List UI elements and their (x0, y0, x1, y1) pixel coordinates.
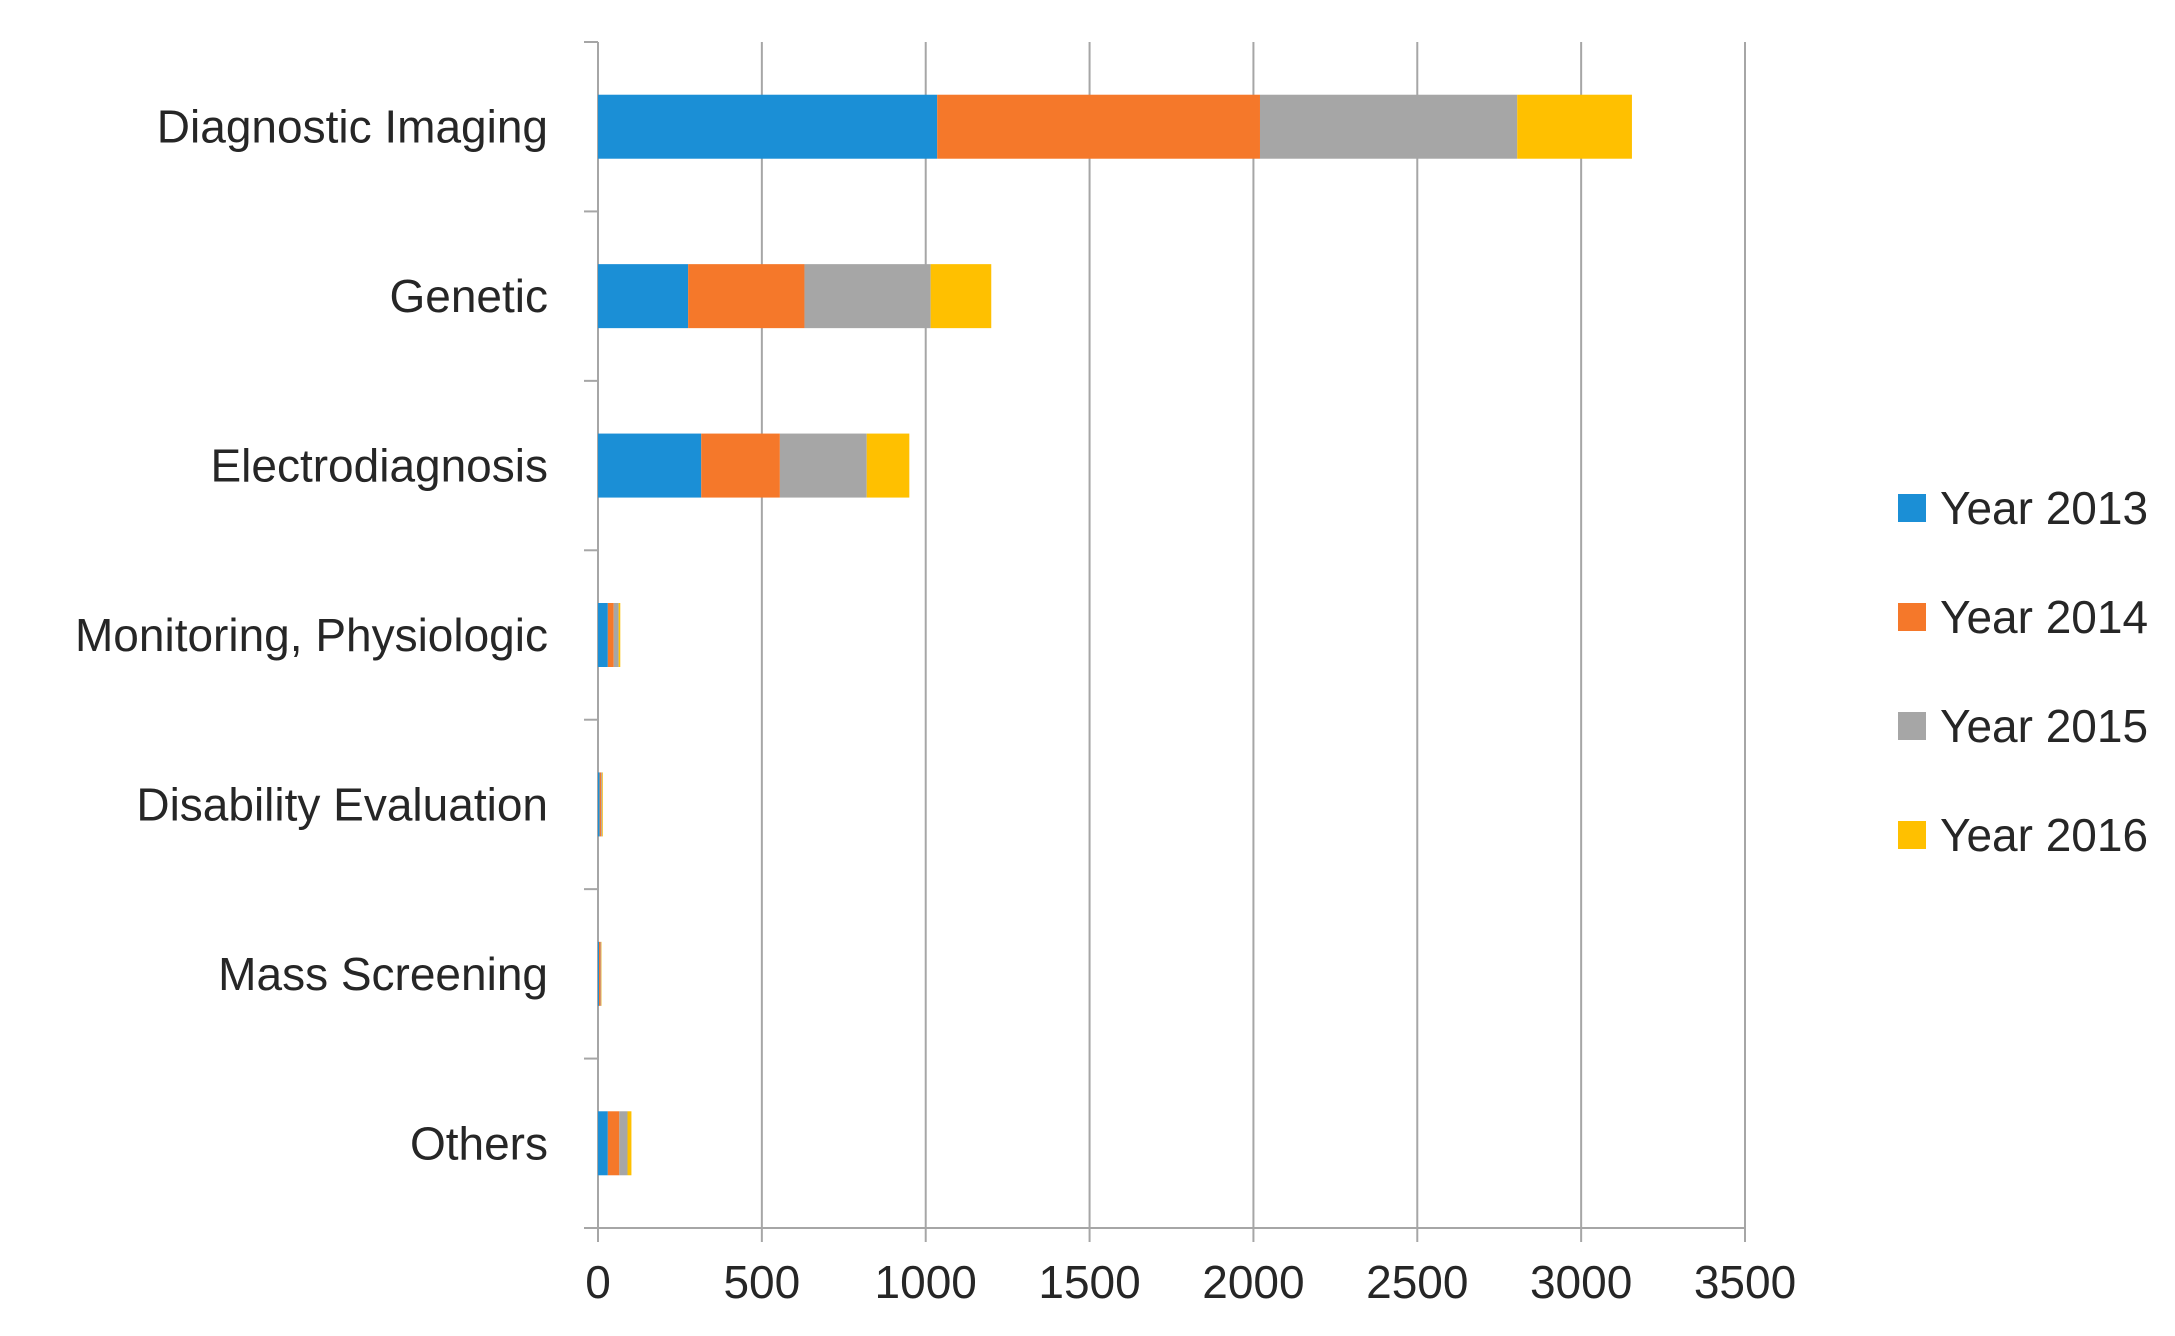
axes (584, 41, 1746, 1242)
bar-mass-screening-year-2014 (598, 941, 601, 1006)
bar-disability-evaluation-year-2016 (602, 772, 603, 837)
legend-label: Year 2013 (1940, 482, 2148, 534)
x-tick-label: 3000 (1530, 1256, 1632, 1308)
x-tick-label: 500 (723, 1256, 800, 1308)
x-tick-label: 2000 (1202, 1256, 1304, 1308)
gridlines (760, 42, 1746, 1228)
bar-electrodiagnosis-year-2013 (598, 433, 702, 498)
bar-diagnostic-imaging-year-2015 (1259, 94, 1518, 159)
legend-swatch (1898, 712, 1926, 740)
category-label: Others (410, 1117, 548, 1169)
bar-others-year-2013 (598, 1111, 608, 1176)
legend: Year 2013 Year 2014 Year 2015 Year 2016 (1898, 482, 2148, 861)
bars (598, 94, 1632, 1176)
bar-disability-evaluation-year-2015 (601, 772, 603, 837)
legend-swatch (1898, 821, 1926, 849)
legend-label: Year 2016 (1940, 809, 2148, 861)
bar-genetic-year-2015 (804, 264, 931, 329)
bar-disability-evaluation-year-2013 (598, 772, 600, 837)
bar-others-year-2016 (627, 1111, 632, 1176)
bar-monitoring-physiologic-year-2015 (613, 603, 619, 667)
x-tick-labels: 0 500 1000 1500 2000 2500 3000 3500 (585, 1256, 1796, 1308)
category-label: Mass Screening (218, 948, 548, 1000)
bar-monitoring-physiologic-year-2014 (607, 603, 614, 667)
category-label: Genetic (389, 270, 548, 322)
bar-genetic-year-2014 (688, 264, 805, 329)
bar-diagnostic-imaging-year-2016 (1517, 94, 1632, 159)
bar-mass-screening-year-2015 (600, 941, 602, 1006)
bar-genetic-year-2016 (930, 264, 992, 329)
bar-mass-screening-year-2013 (598, 941, 599, 1006)
category-labels: Diagnostic Imaging Genetic Electrodiagnosi… (75, 101, 548, 1170)
category-label: Electrodiagnosis (210, 440, 548, 492)
x-tick-label: 1000 (875, 1256, 977, 1308)
bar-others-year-2014 (607, 1111, 620, 1176)
x-tick-label: 2500 (1366, 1256, 1468, 1308)
bar-genetic-year-2013 (598, 264, 689, 329)
legend-swatch (1898, 603, 1926, 631)
bar-electrodiagnosis-year-2016 (866, 433, 910, 498)
category-label: Disability Evaluation (136, 778, 548, 830)
x-tick-label: 1500 (1038, 1256, 1140, 1308)
legend-label: Year 2014 (1940, 591, 2148, 643)
bar-monitoring-physiologic-year-2013 (598, 603, 608, 667)
bar-diagnostic-imaging-year-2013 (598, 94, 938, 159)
category-label: Monitoring, Physiologic (75, 609, 548, 661)
x-tick-label: 3500 (1694, 1256, 1796, 1308)
x-tick-label: 0 (585, 1256, 611, 1308)
bar-monitoring-physiologic-year-2016 (618, 603, 621, 667)
legend-label: Year 2015 (1940, 700, 2148, 752)
bar-electrodiagnosis-year-2014 (701, 433, 780, 498)
category-label: Diagnostic Imaging (157, 101, 548, 153)
bar-others-year-2015 (619, 1111, 628, 1176)
bar-diagnostic-imaging-year-2014 (937, 94, 1260, 159)
bar-electrodiagnosis-year-2015 (779, 433, 867, 498)
legend-swatch (1898, 494, 1926, 522)
bar-disability-evaluation-year-2014 (599, 772, 602, 837)
